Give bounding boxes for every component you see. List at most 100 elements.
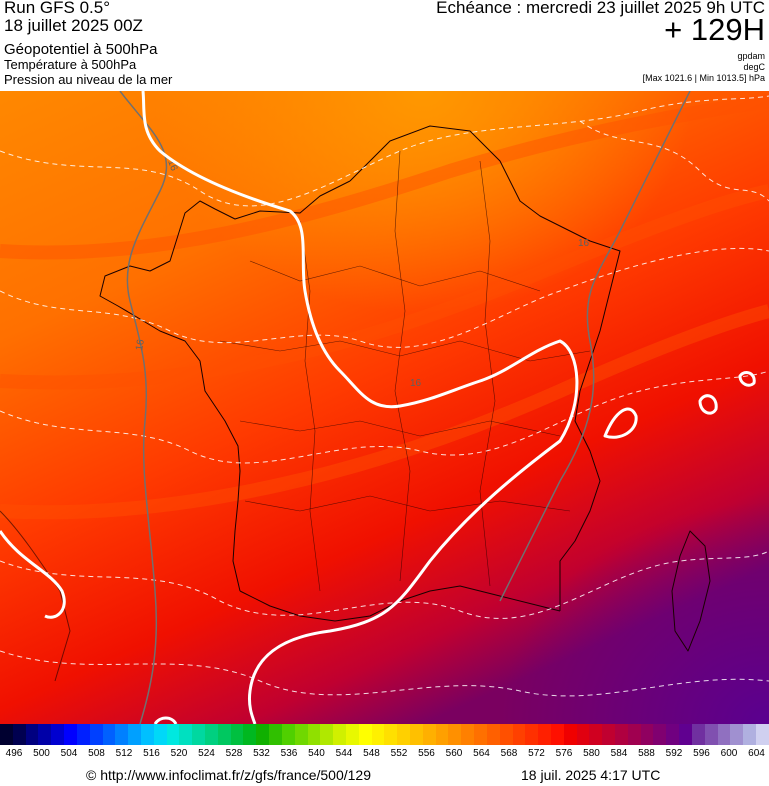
forecast-map[interactable]: 16 16 16 16 bbox=[0, 91, 769, 724]
color-scale-swatch bbox=[525, 724, 539, 745]
color-scale-swatch bbox=[179, 724, 193, 745]
color-scale bbox=[0, 724, 769, 745]
freezing-isotherm bbox=[0, 91, 756, 724]
color-scale-tick: 544 bbox=[335, 748, 353, 759]
isobar-label: 16 bbox=[410, 378, 422, 389]
temperature-isotherms bbox=[0, 95, 769, 697]
color-scale-swatch bbox=[0, 724, 13, 745]
color-scale-swatch bbox=[281, 724, 295, 745]
color-scale-swatch bbox=[115, 724, 129, 745]
color-scale-swatch bbox=[333, 724, 346, 745]
generated-timestamp: 18 juil. 2025 4:17 UTC bbox=[521, 767, 661, 783]
color-scale-swatch bbox=[153, 724, 167, 745]
color-scale-swatch bbox=[486, 724, 500, 745]
color-scale-swatch bbox=[89, 724, 103, 745]
forecast-valid-time: Echéance : mercredi 23 juillet 2025 9h U… bbox=[436, 0, 765, 17]
color-scale-swatch bbox=[717, 724, 731, 745]
color-scale-swatch bbox=[371, 724, 385, 745]
color-scale-tick: 500 bbox=[33, 748, 50, 759]
color-scale-swatch bbox=[627, 724, 641, 745]
pressure-isobars bbox=[119, 91, 691, 724]
color-scale-tick: 512 bbox=[115, 748, 133, 759]
color-scale-swatch bbox=[384, 724, 398, 745]
color-scale-tick: 588 bbox=[638, 748, 655, 759]
color-scale-tick: 532 bbox=[253, 748, 270, 759]
color-scale-swatch bbox=[589, 724, 603, 745]
color-scale-tick: 560 bbox=[445, 748, 463, 759]
color-scale-swatch bbox=[499, 724, 513, 745]
color-scale-swatch bbox=[422, 724, 436, 745]
unit-degc: degC bbox=[743, 62, 765, 72]
color-scale-tick: 580 bbox=[583, 748, 600, 759]
color-scale-tick: 536 bbox=[280, 748, 298, 759]
color-scale-swatch bbox=[576, 724, 590, 745]
field-pressure: Pression au niveau de la mer bbox=[4, 72, 173, 87]
color-scale-tick: 568 bbox=[500, 748, 518, 759]
field-geopotential: Géopotentiel à 500hPa bbox=[4, 41, 158, 58]
color-scale-swatch bbox=[358, 724, 372, 745]
color-scale-tick: 572 bbox=[528, 748, 545, 759]
color-scale-swatch bbox=[602, 724, 615, 745]
run-date: 18 juillet 2025 00Z bbox=[4, 16, 143, 35]
color-scale-swatch bbox=[320, 724, 334, 745]
color-scale-tick: 496 bbox=[5, 748, 23, 759]
color-scale-swatch bbox=[345, 724, 359, 745]
color-scale-swatch bbox=[615, 724, 628, 745]
color-scale-tick: 548 bbox=[363, 748, 380, 759]
color-scale-swatch bbox=[550, 724, 564, 745]
color-scale-tick: 504 bbox=[60, 748, 78, 759]
color-scale-swatch bbox=[666, 724, 680, 745]
color-scale-tick: 524 bbox=[198, 748, 215, 759]
color-scale-swatch bbox=[64, 724, 77, 745]
forecast-lead-hours: + 129H bbox=[664, 12, 765, 47]
color-scale-swatch bbox=[230, 724, 244, 745]
color-scale-swatch bbox=[12, 724, 26, 745]
isobar-label: 16 bbox=[578, 238, 590, 249]
color-scale-tick: 516 bbox=[143, 748, 160, 759]
color-scale-swatch bbox=[166, 724, 180, 745]
color-scale-swatch bbox=[474, 724, 487, 745]
color-scale-tick: 564 bbox=[473, 748, 490, 759]
color-scale-swatch bbox=[51, 724, 65, 745]
color-scale-swatch bbox=[410, 724, 423, 745]
color-scale-tick: 520 bbox=[170, 748, 188, 759]
color-scale-tick: 540 bbox=[308, 748, 325, 759]
color-scale-swatch bbox=[217, 724, 231, 745]
color-scale-swatch bbox=[307, 724, 321, 745]
color-scale-swatch bbox=[743, 724, 756, 745]
color-scale-swatch bbox=[25, 724, 39, 745]
color-scale-swatch bbox=[128, 724, 141, 745]
color-scale-swatch bbox=[38, 724, 52, 745]
color-scale-swatch bbox=[448, 724, 462, 745]
color-scale-swatch bbox=[76, 724, 90, 745]
color-scale-swatch bbox=[563, 724, 577, 745]
field-temperature: Température à 500hPa bbox=[4, 57, 137, 72]
color-scale-swatch bbox=[640, 724, 654, 745]
unit-gpdam: gpdam bbox=[737, 51, 765, 61]
color-scale-swatch bbox=[435, 724, 449, 745]
color-scale-tick: 604 bbox=[748, 748, 765, 759]
color-scale-tick: 556 bbox=[418, 748, 435, 759]
color-scale-swatch bbox=[397, 724, 410, 745]
pressure-min-max: [Max 1021.6 | Min 1013.5] hPa bbox=[642, 73, 765, 83]
region-borders bbox=[219, 150, 591, 592]
color-scale-tick: 600 bbox=[720, 748, 738, 759]
color-scale-swatch bbox=[205, 724, 218, 745]
color-scale-swatch bbox=[192, 724, 205, 745]
color-scale-tick: 596 bbox=[693, 748, 710, 759]
color-scale-tick: 592 bbox=[665, 748, 683, 759]
color-scale-tick: 508 bbox=[88, 748, 105, 759]
color-scale-swatch bbox=[679, 724, 692, 745]
color-scale-ticks: 496 500 504 508 512 516 520 524 528 532 536 540 544 5… bbox=[0, 748, 769, 762]
color-scale-swatch bbox=[294, 724, 308, 745]
color-scale-swatch bbox=[140, 724, 154, 745]
color-scale-swatch bbox=[269, 724, 282, 745]
color-scale-swatch bbox=[653, 724, 667, 745]
color-scale-swatch bbox=[256, 724, 270, 745]
color-scale-swatch bbox=[461, 724, 475, 745]
run-title: Run GFS 0.5° bbox=[4, 0, 111, 17]
source-url[interactable]: © http://www.infoclimat.fr/z/gfs/france/… bbox=[86, 767, 371, 783]
isobar-label: 16 bbox=[134, 338, 147, 351]
color-scale-swatch bbox=[691, 724, 705, 745]
color-scale-swatch bbox=[512, 724, 526, 745]
